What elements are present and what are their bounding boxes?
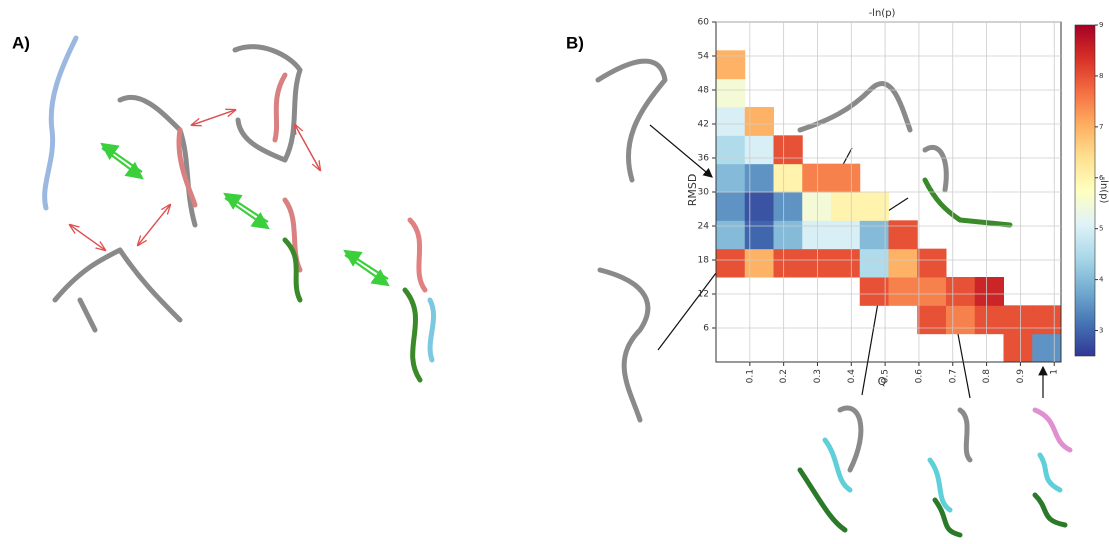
heat-cell — [744, 220, 774, 250]
y-tick-label: 12 — [698, 290, 709, 300]
colorbar-tick-label: 9 — [1099, 21, 1103, 29]
heat-cell — [716, 192, 746, 221]
colorbar-tick-label: 7 — [1099, 123, 1103, 131]
heat-cell — [1032, 305, 1062, 335]
heat-cell — [716, 163, 746, 193]
heat-cell — [802, 220, 832, 250]
heat-cell — [831, 220, 861, 250]
heat-cell — [1003, 305, 1033, 335]
colorbar — [1074, 24, 1096, 357]
heat-cell — [888, 277, 918, 306]
heat-cell — [744, 107, 774, 136]
heat-cell — [773, 163, 803, 193]
heat-cell — [831, 163, 861, 193]
heat-cell — [1032, 333, 1062, 363]
heat-cell — [831, 192, 861, 221]
heat-cell — [974, 305, 1004, 335]
heat-cell — [773, 192, 803, 221]
colorbar-tick-label: 3 — [1099, 327, 1103, 335]
y-tick-label: 60 — [698, 18, 710, 28]
structures-b — [595, 58, 1073, 538]
heat-cell — [917, 248, 947, 278]
heat-cell — [773, 248, 803, 278]
heat-cell — [1003, 333, 1033, 363]
heat-cell — [859, 220, 889, 250]
x-tick-label: 0.8 — [982, 369, 992, 384]
y-axis-label: RMSD — [686, 174, 699, 207]
heat-cell — [716, 78, 746, 108]
panel-label: B) — [566, 33, 584, 52]
heat-cell — [859, 277, 889, 306]
heat-cell — [888, 220, 918, 250]
heat-cell — [716, 107, 746, 136]
y-tick-label: 24 — [698, 222, 710, 232]
y-tick-label: 54 — [698, 52, 710, 62]
colorbar-tick-label: 5 — [1099, 225, 1103, 233]
heat-cell — [802, 192, 832, 221]
heat-cell — [946, 305, 976, 335]
heat-cell — [744, 192, 774, 221]
arrows-a — [70, 110, 390, 287]
heat-cell — [744, 163, 774, 193]
y-tick-label: 48 — [698, 86, 710, 96]
heat-cell — [716, 220, 746, 250]
y-tick-label: 36 — [698, 154, 710, 164]
heat-cell — [859, 248, 889, 278]
heat-cell — [917, 277, 947, 306]
heatmap — [716, 50, 1062, 363]
x-tick-label: 1 — [1050, 369, 1060, 375]
heat-cell — [802, 163, 832, 193]
x-tick-label: 0.7 — [948, 369, 958, 383]
y-tick-label: 30 — [698, 188, 710, 198]
heat-cell — [716, 248, 746, 278]
heat-cell — [859, 192, 889, 221]
heat-cell — [888, 248, 918, 278]
x-tick-label: 0.6 — [914, 369, 924, 384]
x-tick-label: 0.1 — [745, 369, 755, 383]
x-tick-label: 0.4 — [847, 369, 857, 384]
heat-cell — [917, 305, 947, 335]
x-axis-label: Q — [878, 375, 887, 388]
heat-cell — [773, 135, 803, 165]
heat-cell — [716, 135, 746, 165]
x-tick-label: 0.5 — [881, 369, 891, 383]
colorbar-tick-label: 8 — [1099, 72, 1103, 80]
chart-title: -ln(p) — [869, 8, 896, 19]
heat-cell — [716, 50, 746, 80]
heat-cell — [744, 135, 774, 165]
x-tick-label: 0.9 — [1016, 369, 1026, 384]
heat-cell — [744, 248, 774, 278]
heat-cell — [946, 277, 976, 306]
colorbar-label: -ln(p) — [1098, 177, 1109, 204]
x-tick-label: 0.2 — [779, 369, 789, 383]
heat-cell — [802, 248, 832, 278]
structures-a — [42, 35, 436, 383]
heat-cell — [773, 220, 803, 250]
heat-cell — [974, 277, 1004, 306]
x-tick-label: 0.3 — [813, 369, 823, 383]
colorbar-tick-label: 4 — [1099, 276, 1104, 284]
y-tick-label: 18 — [698, 256, 710, 266]
panel-label: A) — [12, 33, 30, 52]
y-tick-label: 42 — [698, 120, 709, 130]
y-tick-label: 6 — [703, 324, 709, 334]
colorbar-tick-label: 6 — [1099, 174, 1104, 182]
heat-cell — [831, 248, 861, 278]
